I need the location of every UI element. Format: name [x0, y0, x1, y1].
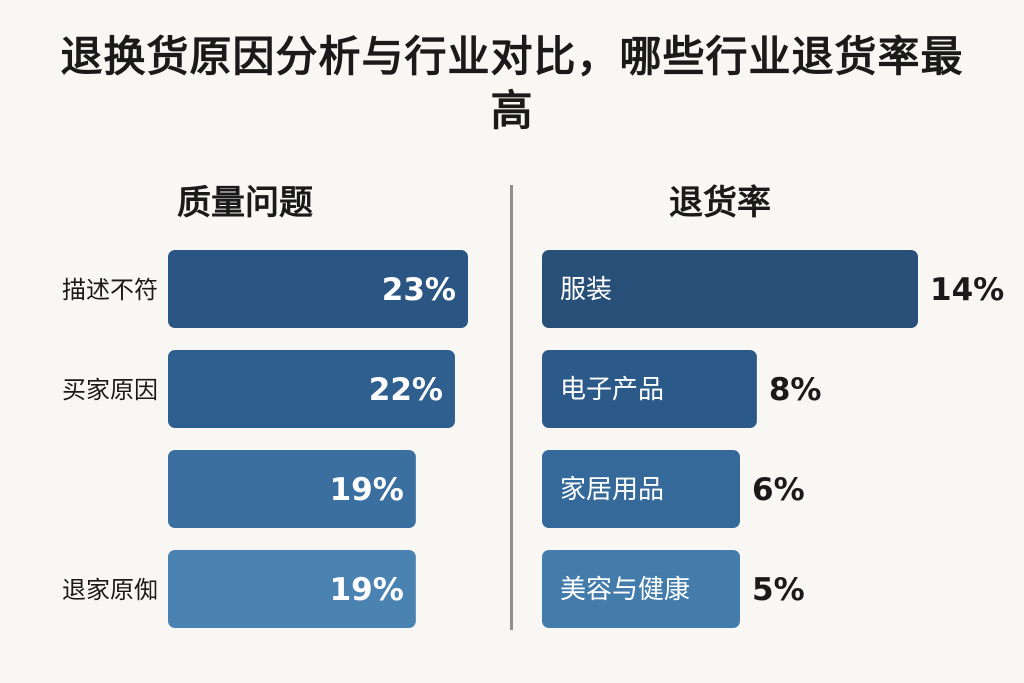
- right-category-label-0: 服装: [560, 275, 612, 305]
- left-bar-1: [168, 350, 455, 428]
- left-category-label-3: 退家原倁: [62, 576, 158, 604]
- right-category-label-3: 美容与健康: [560, 575, 690, 605]
- left-value-label-0: 23%: [382, 272, 456, 308]
- right-panel-title: 退货率: [669, 183, 771, 223]
- left-category-label-1: 买家原因: [62, 376, 158, 404]
- left-bar-0: [168, 250, 468, 328]
- chart-title: 退换货原因分析与行业对比，哪些行业退货率最高: [60, 32, 964, 135]
- right-bar-0: [542, 250, 918, 328]
- right-bar-2: [542, 450, 740, 528]
- left-value-label-1: 22%: [369, 372, 443, 408]
- panel-divider: [510, 185, 513, 630]
- right-value-label-1: 8%: [769, 372, 822, 408]
- left-value-label-3: 19%: [330, 572, 404, 608]
- right-category-label-2: 家居用品: [560, 475, 664, 505]
- right-bar-3: [542, 550, 740, 628]
- right-bar-1: [542, 350, 757, 428]
- right-value-label-0: 14%: [930, 272, 1004, 308]
- left-bar-2: [168, 450, 416, 528]
- left-panel-title: 质量问题: [177, 183, 313, 223]
- right-category-label-1: 电子产品: [560, 375, 664, 405]
- right-value-label-2: 6%: [752, 472, 805, 508]
- left-value-label-2: 19%: [330, 472, 404, 508]
- left-bar-3: [168, 550, 416, 628]
- right-value-label-3: 5%: [752, 572, 805, 608]
- left-category-label-0: 描述不符: [62, 276, 158, 304]
